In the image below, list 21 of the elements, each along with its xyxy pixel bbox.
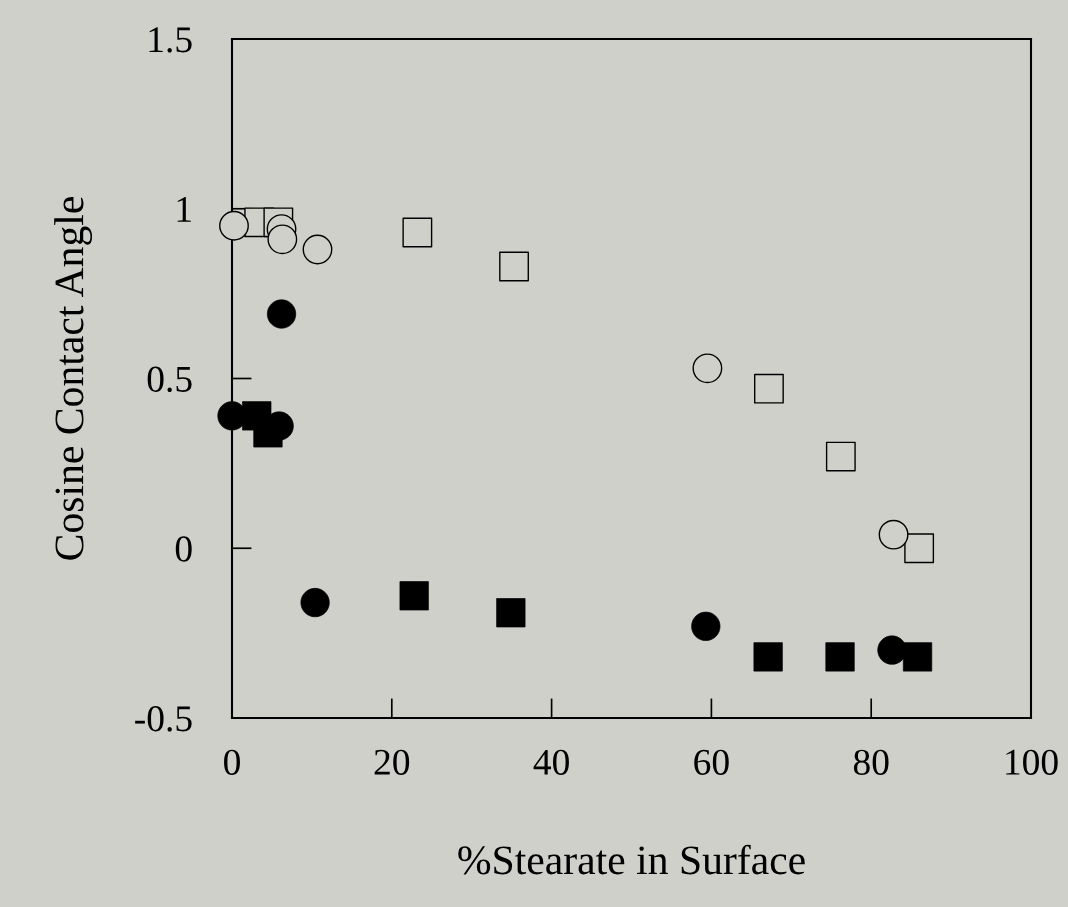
point (904, 533, 935, 564)
point (691, 611, 721, 641)
x-axis-title: %Stearate in Surface (458, 844, 805, 875)
point (499, 251, 529, 282)
y-tick-label: 1 (177, 197, 191, 222)
point (825, 441, 856, 472)
x-tick-label: 60 (694, 749, 729, 775)
x-tick-label: 20 (374, 749, 410, 775)
x-tick-label: 0 (224, 749, 240, 775)
y-tick-label: 0 (175, 536, 192, 562)
x-tick-label: 40 (533, 749, 569, 775)
point (302, 234, 333, 265)
x-tick-label: 80 (853, 749, 889, 775)
y-tick-label: 0.5 (147, 366, 192, 393)
x-tick-label: 100 (1006, 749, 1058, 775)
y-tick-label: 1.5 (149, 27, 192, 53)
point (402, 217, 433, 248)
y-tick-label: -0.5 (135, 706, 192, 732)
point (754, 373, 784, 404)
point (877, 635, 907, 665)
y-axis-title: Cosine Contact Angle (54, 197, 93, 560)
